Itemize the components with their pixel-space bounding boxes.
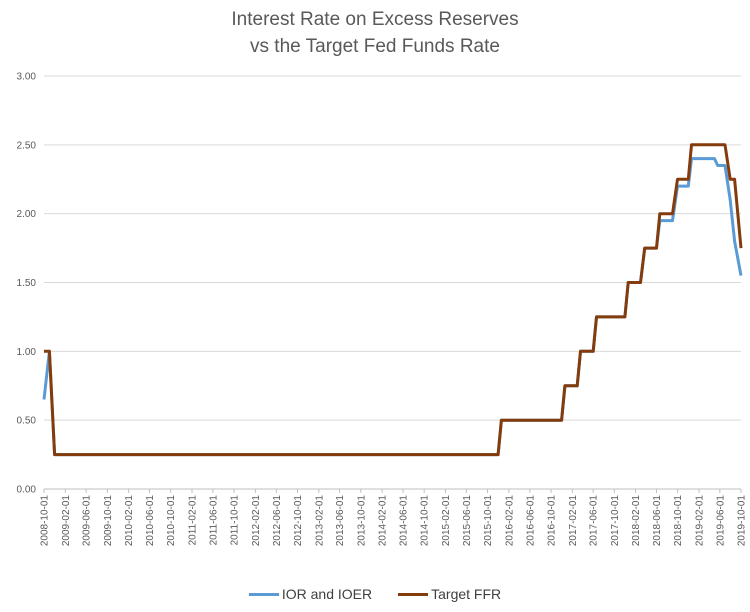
chart-legend: IOR and IOER Target FFR <box>0 586 750 602</box>
x-tick-label: 2011-02-01 <box>188 495 199 546</box>
chart-title: Interest Rate on Excess Reserves vs the … <box>0 6 750 60</box>
x-tick-label: 2010-06-01 <box>145 495 156 547</box>
legend-item-ffr: Target FFR <box>398 586 501 602</box>
x-tick-label: 2019-02-01 <box>695 495 706 547</box>
series-line-ior-ioer <box>42 157 743 457</box>
x-tick-label: 2017-02-01 <box>568 495 579 547</box>
x-tick-label: 2010-10-01 <box>166 495 177 547</box>
x-tick-label: 2014-06-01 <box>398 495 409 547</box>
x-tick-label: 2008-10-01 <box>40 495 51 547</box>
x-tick-label: 2017-10-01 <box>610 495 621 547</box>
x-tick-label: 2013-02-01 <box>314 495 325 547</box>
legend-item-ior: IOR and IOER <box>248 586 373 602</box>
x-tick-label: 2010-02-01 <box>124 495 135 547</box>
legend-swatch-ior <box>248 592 279 596</box>
legend-label-ffr: Target FFR <box>431 586 502 602</box>
x-tick-label: 2012-02-01 <box>251 495 262 547</box>
x-tick-label: 2009-02-01 <box>61 495 72 547</box>
series-line-target-ffr <box>44 143 743 457</box>
x-tick-label: 2016-06-01 <box>525 495 536 547</box>
x-tick-label: 2016-02-01 <box>504 495 515 547</box>
y-tick-label: 1.50 <box>17 278 37 289</box>
y-tick-label: 0.50 <box>17 416 37 427</box>
x-tick-label: 2018-02-01 <box>631 495 642 547</box>
y-tick-label: 3.00 <box>17 72 37 83</box>
x-tick-label: 2009-10-01 <box>103 495 114 547</box>
legend-swatch-ffr <box>398 592 429 596</box>
x-tick-label: 2015-02-01 <box>441 495 452 547</box>
x-tick-label: 2011-10-01 <box>229 495 240 546</box>
chart-title-line-1: Interest Rate on Excess Reserves <box>231 9 519 30</box>
x-tick-label: 2019-10-01 <box>737 495 748 547</box>
y-tick-label: 2.50 <box>17 140 37 151</box>
x-tick-label: 2016-10-01 <box>547 495 558 547</box>
x-tick-label: 2014-10-01 <box>420 495 431 547</box>
x-tick-label: 2015-06-01 <box>462 495 473 547</box>
x-tick-label: 2019-06-01 <box>715 495 726 547</box>
legend-label-ior: IOR and IOER <box>281 586 373 602</box>
x-tick-label: 2012-10-01 <box>293 495 304 547</box>
x-tick-label: 2012-06-01 <box>272 495 283 547</box>
chart-title-line-2: vs the Target Fed Funds Rate <box>250 36 500 57</box>
x-tick-label: 2018-06-01 <box>652 495 663 547</box>
x-tick-label: 2015-10-01 <box>483 495 494 547</box>
y-tick-label: 0.00 <box>17 485 37 496</box>
x-tick-label: 2009-06-01 <box>82 495 93 547</box>
y-tick-label: 1.00 <box>17 347 37 358</box>
x-tick-label: 2011-06-01 <box>208 495 219 546</box>
x-tick-label: 2014-02-01 <box>378 495 389 547</box>
x-tick-label: 2013-10-01 <box>356 495 367 547</box>
y-tick-label: 2.00 <box>17 209 37 220</box>
x-tick-label: 2013-06-01 <box>335 495 346 547</box>
x-tick-label: 2017-06-01 <box>589 495 600 547</box>
x-tick-label: 2018-10-01 <box>673 495 684 547</box>
